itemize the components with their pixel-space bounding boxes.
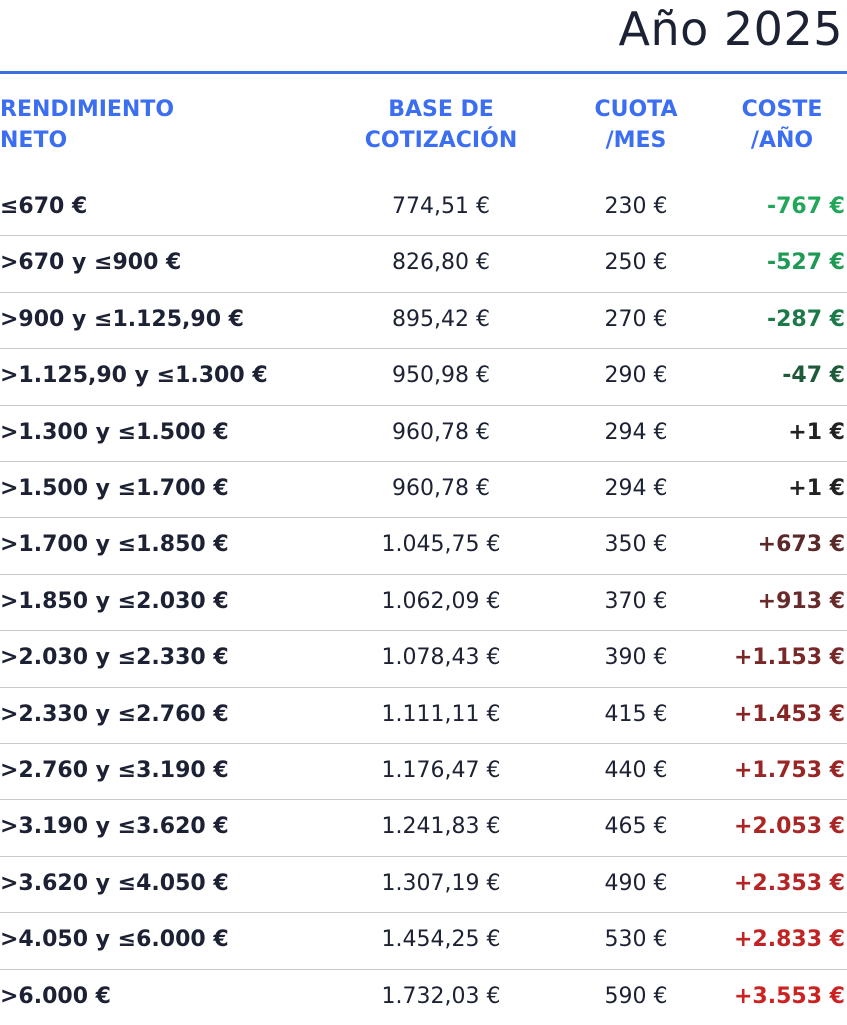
cell: 960,78 € xyxy=(392,419,490,445)
cell: 490 € xyxy=(604,870,668,896)
cell: 350 € xyxy=(604,532,668,558)
column-header: RENDIMIENTO NETO xyxy=(0,97,175,153)
cell: >6.000 € xyxy=(0,983,111,1009)
cell: >1.850 y ≤2.030 € xyxy=(0,588,229,614)
cell: >2.030 y ≤2.330 € xyxy=(0,645,229,671)
cell: -47 € xyxy=(782,363,845,389)
cell: -287 € xyxy=(766,306,845,332)
cell: +2.053 € xyxy=(734,814,845,840)
row-separator xyxy=(0,630,847,632)
cell: 960,78 € xyxy=(392,476,490,501)
row-separator xyxy=(0,912,847,914)
cell: >900 y ≤1.125,90 € xyxy=(0,306,244,332)
cell: +673 € xyxy=(757,532,845,558)
cell: +1.753 € xyxy=(734,758,845,783)
row-separator xyxy=(0,348,847,350)
row-separator xyxy=(0,517,847,519)
title: Año 2025 xyxy=(618,2,843,56)
cell: +3.553 € xyxy=(734,983,845,1009)
row-separator xyxy=(0,743,847,744)
cell: +913 € xyxy=(757,588,845,614)
cell: 1.307,19 € xyxy=(381,870,501,896)
row-separator xyxy=(0,573,847,575)
row-separator xyxy=(0,855,847,857)
cell: +2.833 € xyxy=(734,927,845,953)
cell: +1.153 € xyxy=(734,645,845,671)
cell: 415 € xyxy=(604,701,668,727)
row-separator xyxy=(0,235,847,237)
cell: 440 € xyxy=(604,758,668,783)
cell: 1.176,47 € xyxy=(381,758,501,783)
cell: 895,42 € xyxy=(392,306,490,332)
column-header: COSTE /AÑO xyxy=(741,97,823,153)
cell: >1.700 y ≤1.850 € xyxy=(0,532,229,558)
column-header: BASE DE COTIZACIÓN xyxy=(364,97,518,153)
cell: 294 € xyxy=(604,419,668,445)
row-separator xyxy=(0,968,847,970)
cell: 290 € xyxy=(604,363,668,389)
cell: 1.732,03 € xyxy=(381,983,501,1009)
cell: 390 € xyxy=(604,645,668,671)
cell: -767 € xyxy=(766,194,845,219)
cell: ≤670 € xyxy=(0,194,88,219)
row-separator xyxy=(0,686,847,688)
cell: 1.241,83 € xyxy=(381,814,501,840)
cell: 1.062,09 € xyxy=(381,588,501,614)
cell: 230 € xyxy=(604,194,668,219)
cell: +1.453 € xyxy=(734,701,845,727)
cell: 1.111,11 € xyxy=(381,701,501,727)
cell: 590 € xyxy=(604,983,668,1009)
cell: >2.760 y ≤3.190 € xyxy=(0,758,229,783)
cell: >1.300 y ≤1.500 € xyxy=(0,419,229,445)
row-separator xyxy=(0,799,847,801)
cell: 1.045,75 € xyxy=(381,532,501,558)
cell: 1.078,43 € xyxy=(381,645,501,671)
cell: >670 y ≤900 € xyxy=(0,250,182,276)
row-separator xyxy=(0,461,847,462)
cell: 465 € xyxy=(604,814,668,840)
cell: 294 € xyxy=(604,476,668,501)
cell: 950,98 € xyxy=(392,363,490,389)
header-rule xyxy=(0,71,847,74)
cell: >1.500 y ≤1.700 € xyxy=(0,476,229,501)
row-separator xyxy=(0,404,847,406)
cell: >2.330 y ≤2.760 € xyxy=(0,701,229,727)
cell: 370 € xyxy=(604,588,668,614)
cell: +1 € xyxy=(788,476,845,501)
cell: 530 € xyxy=(604,927,668,953)
cell: >4.050 y ≤6.000 € xyxy=(0,927,229,953)
row-separator xyxy=(0,291,847,293)
cell: 774,51 € xyxy=(392,194,490,219)
column-header: CUOTA /MES xyxy=(594,97,678,153)
cell: >1.125,90 y ≤1.300 € xyxy=(0,363,268,389)
cell: 270 € xyxy=(604,306,668,332)
cell: 1.454,25 € xyxy=(381,927,501,953)
cell: +1 € xyxy=(788,419,845,445)
cell: >3.190 y ≤3.620 € xyxy=(0,814,229,840)
cell: -527 € xyxy=(766,250,845,276)
cell: >3.620 y ≤4.050 € xyxy=(0,870,229,896)
cell: 250 € xyxy=(604,250,668,276)
cell: +2.353 € xyxy=(734,870,845,896)
cell: 826,80 € xyxy=(392,250,490,276)
